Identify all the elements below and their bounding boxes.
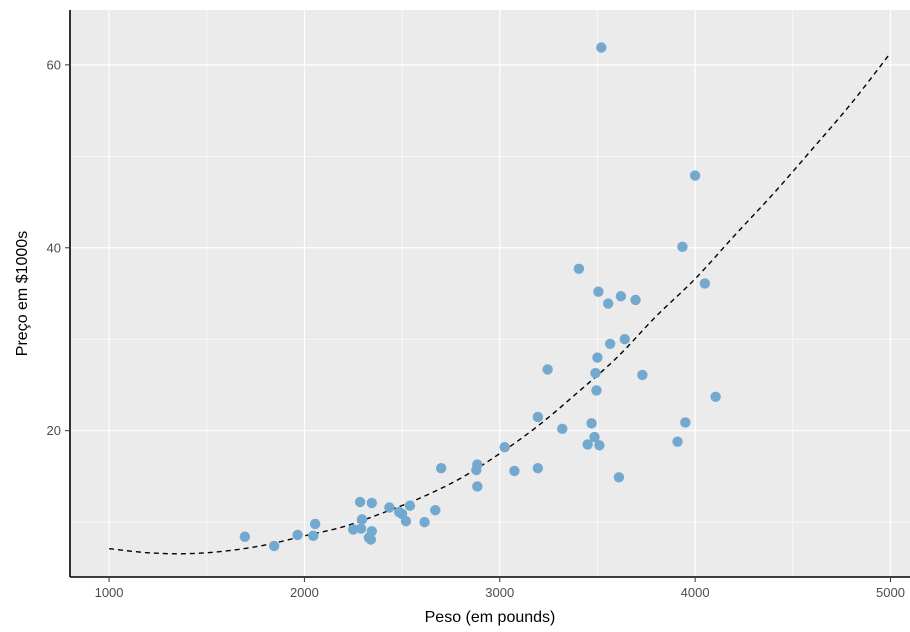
data-point	[602, 298, 614, 309]
data-point	[384, 502, 395, 513]
data-point	[472, 481, 483, 492]
data-point	[356, 514, 368, 525]
data-point	[239, 531, 251, 542]
y-tick-label: 40	[47, 240, 61, 255]
data-point	[591, 385, 602, 396]
data-point	[573, 263, 585, 275]
x-axis-ticks: 1000 2000 3000 4000 5000	[95, 577, 905, 600]
data-point	[589, 431, 600, 443]
data-point	[366, 497, 378, 509]
data-point	[499, 441, 510, 453]
data-point	[637, 369, 648, 381]
data-point	[348, 524, 359, 535]
data-point	[619, 334, 630, 345]
data-point	[268, 540, 280, 552]
data-point	[509, 465, 520, 477]
data-point	[680, 417, 691, 428]
plot-panel	[70, 10, 910, 577]
data-point	[689, 170, 701, 181]
data-point	[710, 391, 721, 403]
data-point	[604, 338, 616, 349]
data-point	[592, 352, 603, 363]
x-tick-label: 5000	[876, 585, 905, 600]
y-tick-label: 20	[47, 423, 61, 438]
data-point	[532, 411, 544, 423]
fit-curve	[108, 52, 892, 555]
data-point	[355, 523, 367, 534]
data-point	[472, 459, 483, 470]
data-point	[292, 529, 303, 541]
data-point	[590, 367, 601, 379]
data-point	[677, 241, 688, 253]
x-axis-title: Peso (em pounds)	[425, 609, 556, 626]
data-point	[542, 364, 553, 375]
x-tick-label: 4000	[681, 585, 710, 600]
data-point	[365, 534, 377, 545]
y-axis-ticks: 20 40 60	[47, 57, 70, 438]
data-point	[419, 516, 430, 528]
data-point	[366, 526, 378, 537]
data-point	[532, 462, 544, 474]
data-point	[308, 530, 319, 542]
data-point	[309, 518, 321, 530]
data-point	[615, 291, 627, 302]
data-point	[594, 440, 605, 451]
major-gridlines	[70, 10, 910, 577]
data-point	[630, 294, 641, 306]
data-point	[582, 439, 593, 450]
data-point	[596, 42, 607, 53]
data-point	[435, 462, 447, 474]
data-point	[404, 500, 416, 511]
data-point	[400, 516, 412, 527]
data-point	[699, 278, 711, 289]
data-point	[586, 418, 597, 429]
y-tick-label: 60	[47, 57, 61, 72]
data-point	[430, 505, 441, 516]
x-tick-label: 2000	[290, 585, 319, 600]
data-point	[354, 496, 366, 508]
x-tick-label: 1000	[95, 585, 124, 600]
data-point	[557, 423, 568, 435]
x-tick-label: 3000	[485, 585, 514, 600]
data-point	[613, 472, 625, 483]
data-point	[593, 286, 604, 297]
minor-gridlines	[70, 10, 910, 577]
data-points	[239, 42, 721, 552]
y-axis-title: Preço em $1000s	[14, 231, 31, 356]
data-point	[672, 436, 683, 447]
